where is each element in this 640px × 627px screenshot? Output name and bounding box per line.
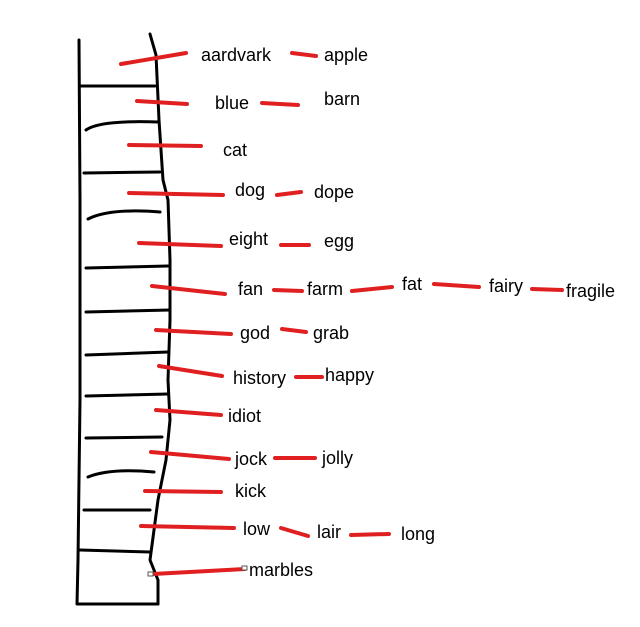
word-low: low xyxy=(243,519,271,539)
word-happy: happy xyxy=(325,365,374,385)
column-right-edge xyxy=(148,32,172,606)
connector-line xyxy=(530,287,564,292)
word-dope: dope xyxy=(314,182,354,202)
word-lair: lair xyxy=(317,522,341,542)
column-left-edge xyxy=(75,38,82,606)
connector-line xyxy=(350,285,394,293)
word-fairy: fairy xyxy=(489,276,523,296)
connector-line xyxy=(279,526,310,538)
connector-line xyxy=(150,284,227,296)
word-labels: aardvark apple blue barn cat dog dope ei… xyxy=(201,45,615,580)
word-fan: fan xyxy=(238,279,263,299)
bucket-divider xyxy=(86,469,156,479)
word-marbles: marbles xyxy=(249,560,313,580)
word-jock: jock xyxy=(234,449,268,469)
word-long: long xyxy=(401,524,435,544)
connector-line xyxy=(260,101,300,107)
connectors xyxy=(119,51,564,576)
word-cat: cat xyxy=(223,140,247,160)
connector-line xyxy=(154,408,223,417)
connector-line xyxy=(139,524,236,530)
connector-line xyxy=(119,51,188,66)
cursor-marker xyxy=(147,571,154,577)
cursor-marker xyxy=(241,565,248,571)
connector-line xyxy=(272,288,304,293)
connector-line xyxy=(135,99,189,106)
bucket-divider xyxy=(82,170,162,175)
connector-line xyxy=(151,567,247,576)
connector-line xyxy=(154,328,233,336)
word-barn: barn xyxy=(324,89,360,109)
word-history: history xyxy=(233,368,286,388)
word-egg: egg xyxy=(324,231,354,251)
connector-line xyxy=(127,143,203,148)
word-aardvark: aardvark xyxy=(201,45,272,65)
bucket-column xyxy=(75,32,172,606)
connector-line xyxy=(157,364,224,378)
bucket-divider xyxy=(78,548,152,554)
connector-line xyxy=(349,532,391,537)
word-eight: eight xyxy=(229,229,268,249)
connector-line xyxy=(290,51,318,58)
bucket-divider xyxy=(84,350,170,357)
word-fat: fat xyxy=(402,274,422,294)
connector-line xyxy=(137,241,223,248)
bucket-divider xyxy=(84,120,160,132)
connector-line xyxy=(432,282,481,289)
word-god: god xyxy=(240,323,270,343)
word-grab: grab xyxy=(313,323,349,343)
bucket-divider xyxy=(86,209,162,221)
bucket-divider xyxy=(84,392,170,398)
word-idiot: idiot xyxy=(228,406,261,426)
connector-line xyxy=(149,450,231,461)
word-farm: farm xyxy=(307,279,343,299)
word-fragile: fragile xyxy=(566,281,615,301)
word-jolly: jolly xyxy=(321,448,353,468)
connector-line xyxy=(127,191,225,197)
connector-line xyxy=(280,327,308,334)
bucket-divider xyxy=(84,264,170,270)
connector-line xyxy=(275,190,303,197)
word-blue: blue xyxy=(215,93,249,113)
bucket-divider xyxy=(84,435,164,440)
bucket-divider xyxy=(84,308,172,314)
word-dog: dog xyxy=(235,180,265,200)
word-apple: apple xyxy=(324,45,368,65)
word-kick: kick xyxy=(235,481,267,501)
connector-line xyxy=(143,489,223,494)
